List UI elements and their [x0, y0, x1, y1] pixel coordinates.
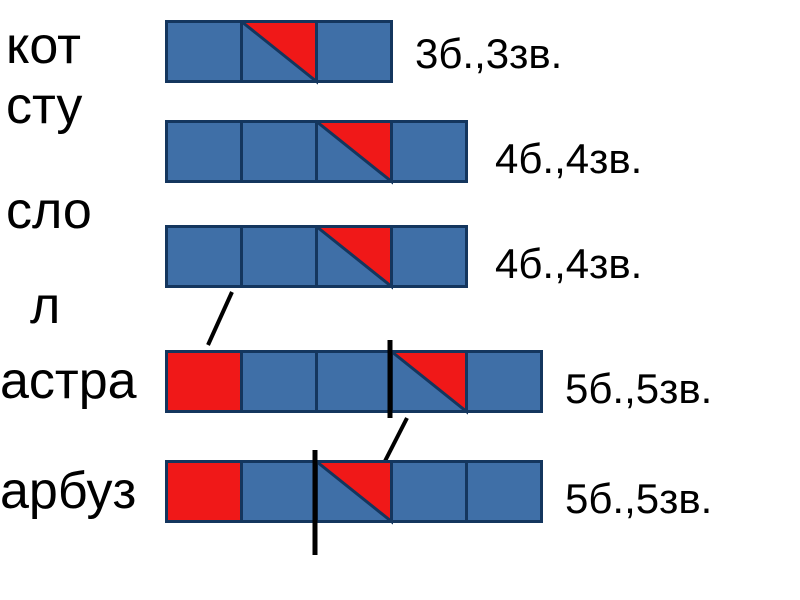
scheme-cell: [392, 122, 467, 182]
scheme-cell: [392, 462, 467, 522]
phonetic-scheme: [165, 460, 543, 523]
count-label: 4б.,4зв.: [495, 240, 642, 288]
scheme-cell: [317, 122, 392, 182]
scheme-cell: [317, 352, 392, 412]
scheme-cell: [317, 22, 392, 82]
phonetic-scheme: [165, 350, 543, 413]
word-label: сло: [6, 185, 92, 237]
scheme-cell: [167, 122, 242, 182]
scheme-cell: [467, 352, 542, 412]
count-label: 5б.,5зв.: [565, 475, 712, 523]
scheme-cell: [167, 352, 242, 412]
count-label: 4б.,4зв.: [495, 135, 642, 183]
scheme-cell: [242, 462, 317, 522]
count-label: 3б.,3зв.: [415, 30, 562, 78]
scheme-cell: [317, 462, 392, 522]
scheme-cell: [167, 227, 242, 287]
phonetic-scheme: [165, 225, 468, 288]
scheme-cell: [242, 122, 317, 182]
scheme-cell: [167, 22, 242, 82]
scheme-cell: [317, 227, 392, 287]
phonetic-scheme: [165, 20, 393, 83]
scheme-cell: [242, 22, 317, 82]
scheme-cell: [167, 462, 242, 522]
scheme-cell: [242, 227, 317, 287]
word-label: арбуз: [0, 465, 136, 517]
word-label-extra: л: [30, 280, 60, 332]
phonetic-scheme: [165, 120, 468, 183]
word-label: астра: [0, 355, 137, 407]
scheme-cell: [392, 227, 467, 287]
scheme-cell: [467, 462, 542, 522]
word-label: кот: [6, 20, 81, 72]
scheme-cell: [242, 352, 317, 412]
count-label: 5б.,5зв.: [565, 365, 712, 413]
word-label: сту: [6, 80, 82, 132]
scheme-cell: [392, 352, 467, 412]
